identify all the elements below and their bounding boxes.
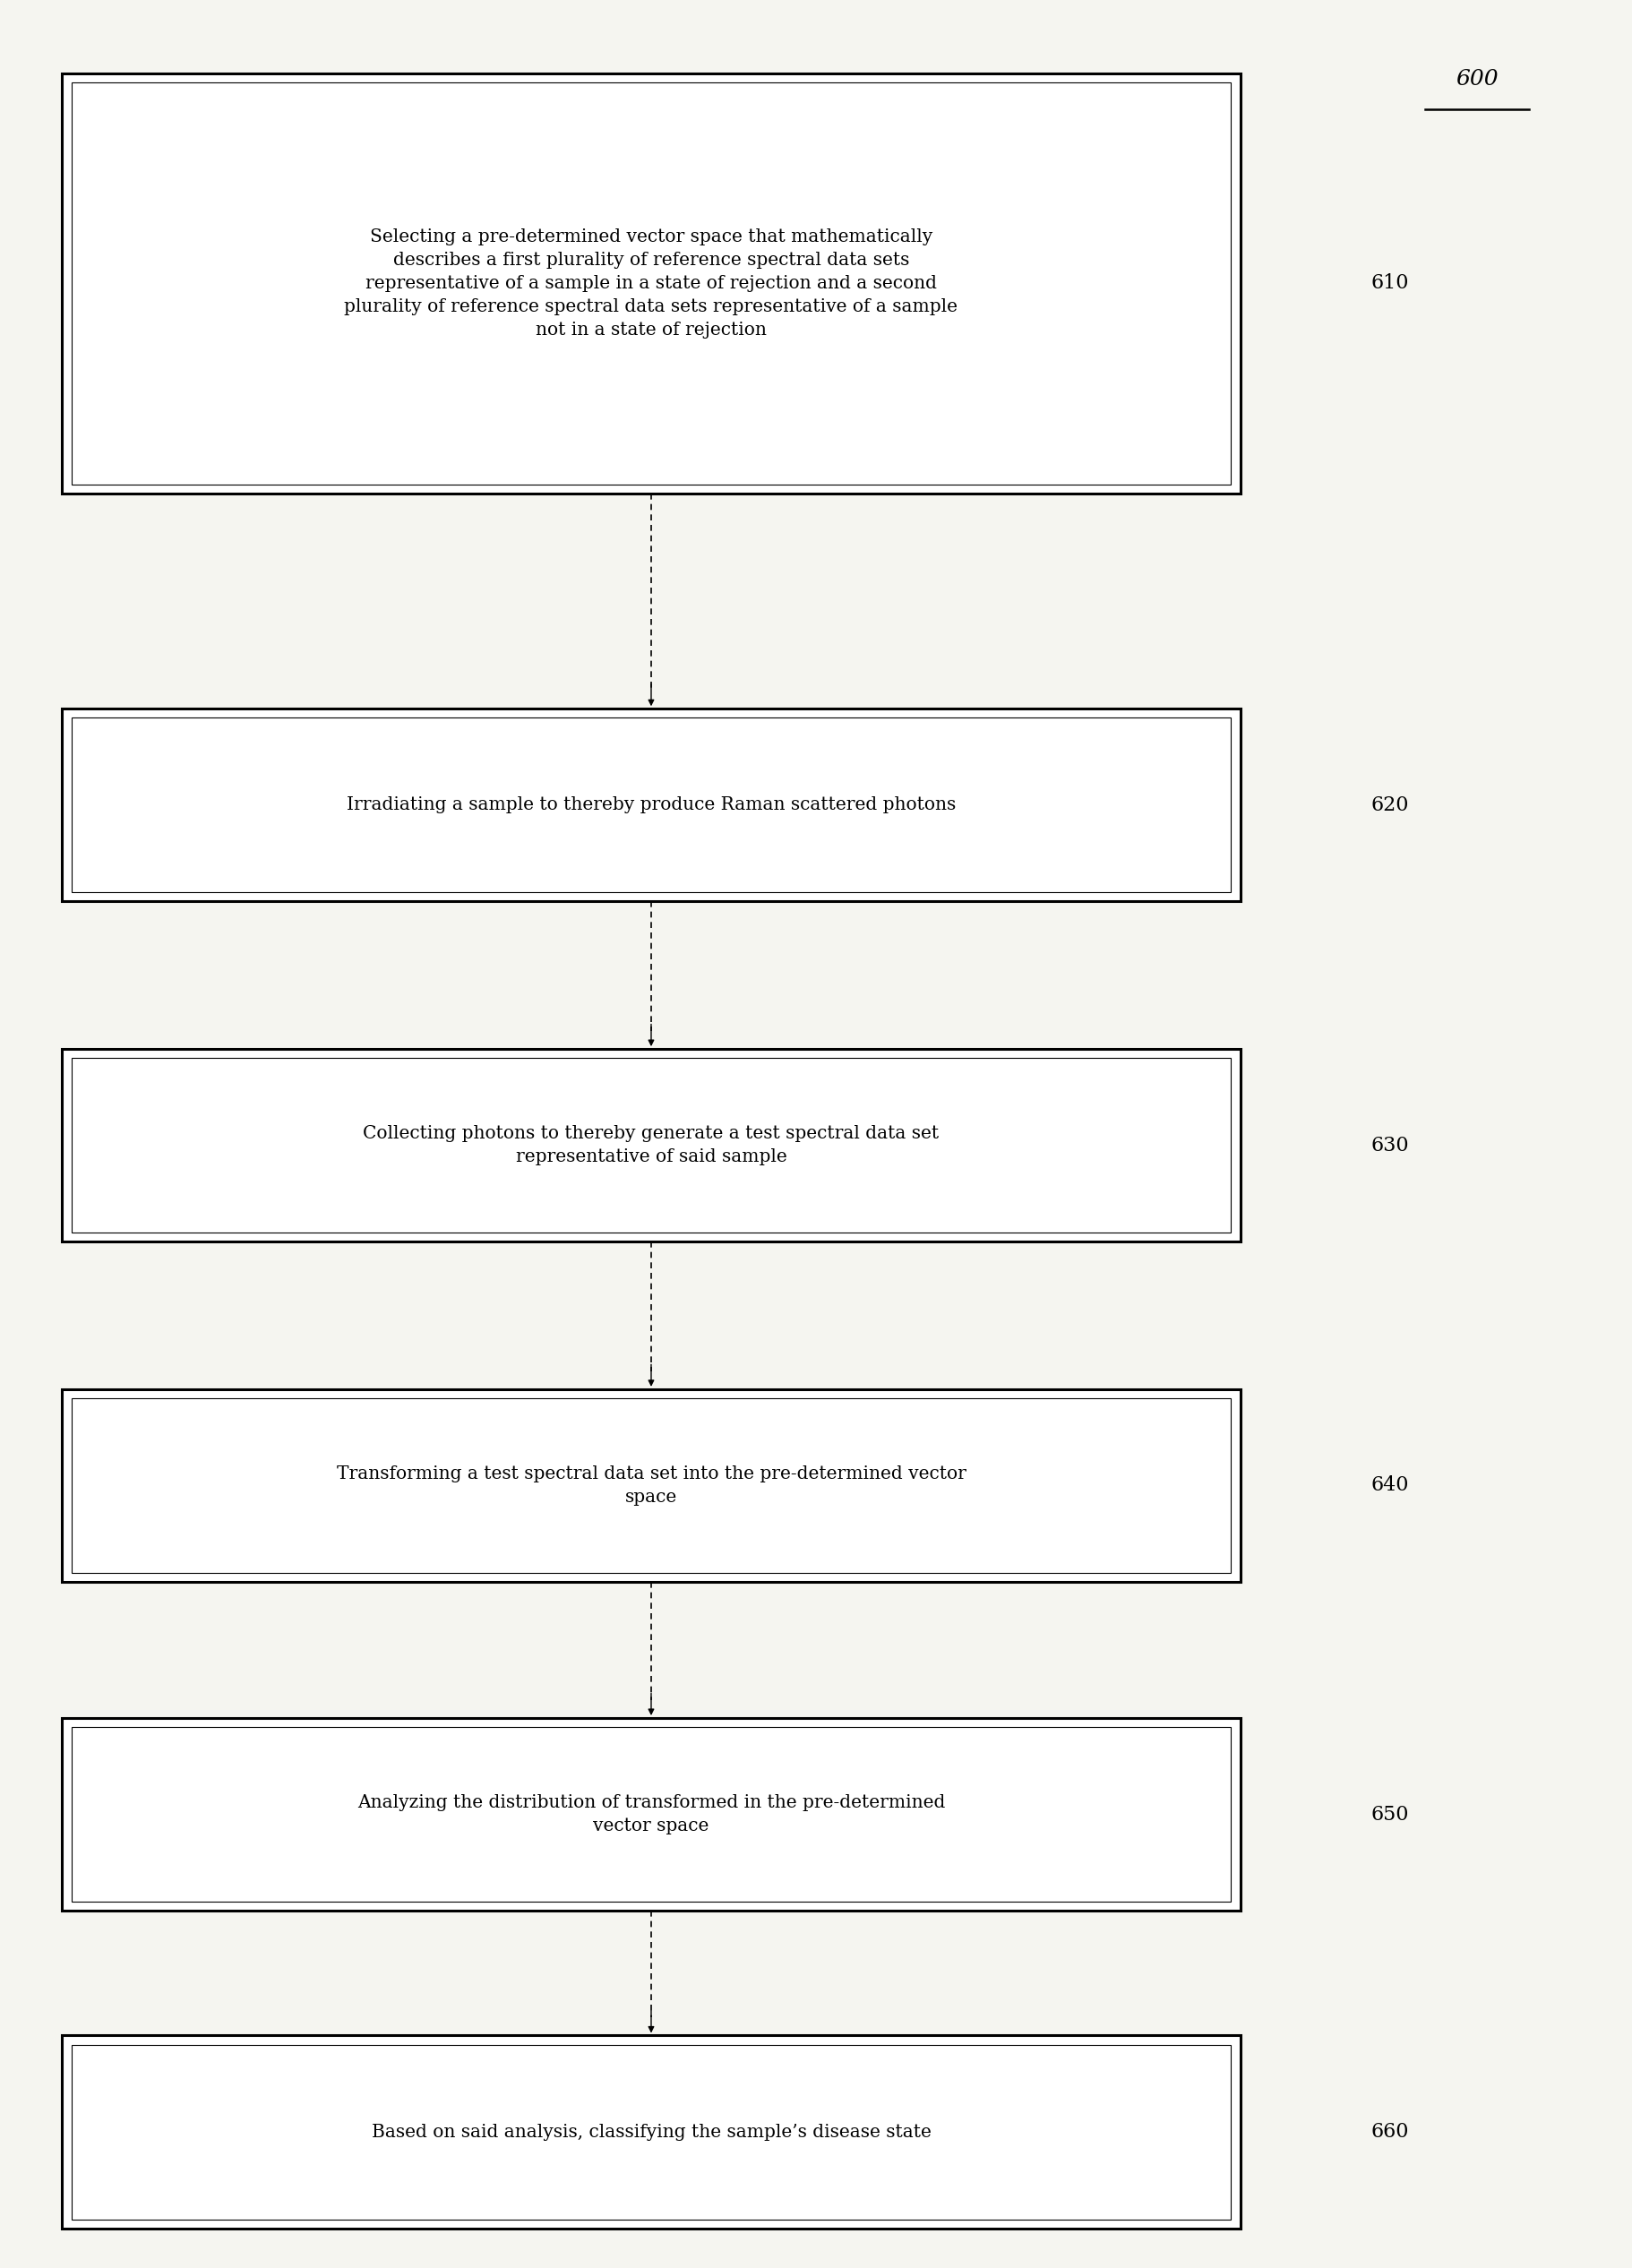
Bar	[62, 1050, 1240, 1243]
Text: 600: 600	[1456, 68, 1498, 91]
Text: 630: 630	[1371, 1136, 1408, 1154]
Text: 620: 620	[1371, 796, 1408, 814]
Bar	[62, 2037, 1240, 2227]
Text: 660: 660	[1371, 2123, 1408, 2141]
Text: Collecting photons to thereby generate a test spectral data set
representative o: Collecting photons to thereby generate a…	[364, 1125, 938, 1166]
Bar	[72, 84, 1231, 485]
Text: 640: 640	[1371, 1476, 1408, 1495]
Text: 610: 610	[1371, 274, 1408, 293]
Text: Irradiating a sample to thereby produce Raman scattered photons: Irradiating a sample to thereby produce …	[346, 796, 956, 814]
Bar	[72, 1397, 1231, 1574]
Text: Selecting a pre-determined vector space that mathematically
describes a first pl: Selecting a pre-determined vector space …	[344, 229, 958, 338]
Text: Analyzing the distribution of transformed in the pre-determined
vector space: Analyzing the distribution of transforme…	[357, 1794, 945, 1835]
Text: Based on said analysis, classifying the sample’s disease state: Based on said analysis, classifying the …	[372, 2123, 930, 2141]
Bar	[72, 1728, 1231, 1901]
Bar	[72, 717, 1231, 891]
Text: Transforming a test spectral data set into the pre-determined vector
space: Transforming a test spectral data set in…	[336, 1465, 966, 1506]
Bar	[62, 1388, 1240, 1583]
Bar	[62, 708, 1240, 900]
Bar	[72, 1057, 1231, 1234]
Bar	[62, 73, 1240, 494]
Bar	[72, 2046, 1231, 2218]
Text: 650: 650	[1371, 1805, 1408, 1823]
Bar	[62, 1719, 1240, 1910]
